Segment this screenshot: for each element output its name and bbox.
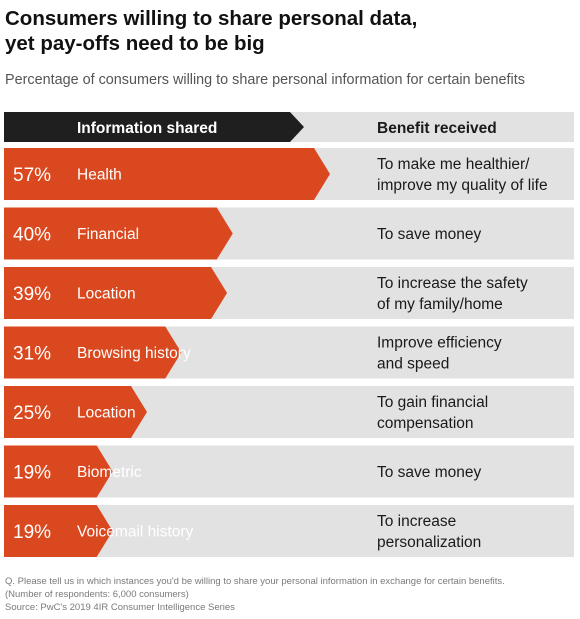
bar-category-label: Financial [77, 226, 139, 243]
benefit-line: To increase the safety [377, 275, 528, 292]
benefit-label: To gain financial compensation [377, 394, 488, 432]
bar-value-label: 57% [13, 165, 51, 186]
bar [4, 207, 233, 260]
bar-value-label: 25% [13, 403, 51, 424]
benefit-line: To save money [377, 226, 481, 243]
bar-category-label: Voicemail history [77, 524, 194, 541]
bar-value-label: 40% [13, 225, 51, 246]
bar [4, 445, 113, 498]
bar-category-label: Health [77, 167, 122, 184]
benefit-line: and speed [377, 356, 449, 373]
chart-row: 39% Location To increase the safety of my f… [4, 267, 574, 319]
benefit-label: To save money [377, 464, 481, 481]
bar-category-label: Biometric [77, 464, 142, 481]
footnote-question: Q. Please tell us in which instances you… [5, 576, 505, 587]
bar-value-label: 31% [13, 344, 51, 365]
data-chart: Information shared Benefit received 57% H… [4, 112, 574, 557]
bar-category-label: Location [77, 405, 136, 422]
chart-title-line-1: Consumers willing to share personal data… [5, 7, 418, 30]
bar [4, 505, 113, 557]
bar [4, 267, 228, 319]
chart-title: Consumers willing to share personal data… [5, 6, 575, 56]
header-information-shared: Information shared [77, 120, 217, 137]
bar-value-label: 19% [13, 463, 51, 484]
bar-value-label: 19% [13, 522, 51, 543]
benefit-label: To increase personalization [377, 513, 481, 551]
benefit-line: To make me healthier/ [377, 156, 530, 173]
chart-row: 57% Health To make me healthier/improve my… [4, 148, 574, 200]
benefit-line: To increase [377, 513, 456, 530]
bar [4, 386, 147, 438]
chart-rows: 57% Health To make me healthier/improve my… [4, 148, 574, 557]
chart-row: 19% Voicemail history To increase personali… [4, 505, 574, 557]
chart-header-row: Information shared Benefit received [4, 112, 574, 142]
chart-row: 25% Location To gain financial compensation [4, 386, 574, 438]
bar [4, 148, 330, 200]
chart-row: 31% Browsing history Improve efficiency and… [4, 326, 574, 379]
benefit-label: To save money [377, 226, 481, 243]
footnote-source: Source: PwC's 2019 4IR Consumer Intellig… [5, 602, 235, 613]
chart-subtitle: Percentage of consumers willing to share… [5, 72, 525, 88]
footnote: Q. Please tell us in which instances you… [5, 575, 575, 614]
chart-title-line-2: yet pay-offs need to be big [5, 32, 265, 55]
benefit-label: To make me healthier/improve my quality … [377, 156, 548, 194]
chart-row: 19% Biometric To save money [4, 445, 574, 498]
benefit-label: To increase the safety of my family/home [377, 275, 528, 313]
bar-category-label: Browsing history [77, 345, 191, 362]
bar-value-label: 39% [13, 284, 51, 305]
benefit-line: compensation [377, 415, 474, 432]
footnote-respondents: (Number of respondents: 6,000 consumers) [5, 589, 189, 600]
bar [4, 326, 182, 379]
benefit-line: of my family/home [377, 296, 503, 313]
benefit-line: personalization [377, 534, 481, 551]
benefit-label: Improve efficiency and speed [377, 335, 502, 373]
chart-row: 40% Financial To save money [4, 207, 574, 260]
benefit-line: To gain financial [377, 394, 488, 411]
bar-category-label: Location [77, 286, 136, 303]
benefit-line: improve my quality of life [377, 177, 548, 194]
benefit-line: To save money [377, 464, 481, 481]
header-benefit-received: Benefit received [377, 120, 497, 137]
header-arrow [4, 112, 304, 142]
benefit-line: Improve efficiency [377, 335, 502, 352]
